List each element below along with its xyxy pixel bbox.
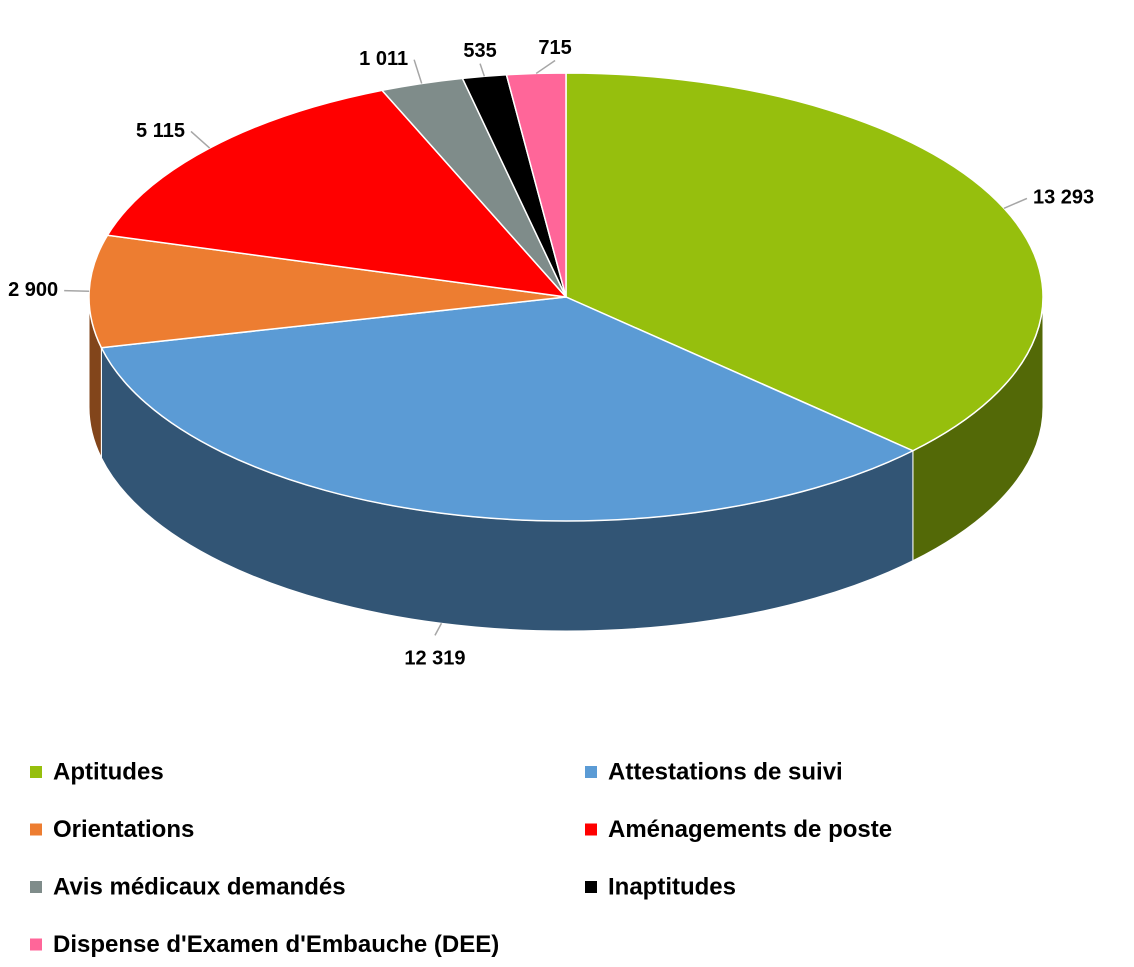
pie-slice bbox=[88, 234, 567, 349]
leader-line bbox=[479, 63, 486, 77]
leader-line bbox=[413, 59, 423, 84]
pie-slice bbox=[565, 72, 1044, 452]
data-label: 535 bbox=[463, 40, 496, 62]
legend-label: Avis médicaux demandés bbox=[53, 873, 346, 900]
legend-label: Aptitudes bbox=[53, 758, 164, 785]
data-label: 2 900 bbox=[8, 279, 58, 301]
legend-swatch bbox=[30, 766, 42, 778]
leader-line bbox=[535, 59, 556, 75]
legend-swatch bbox=[30, 823, 42, 836]
legend-swatch bbox=[585, 766, 597, 778]
legend-swatch bbox=[585, 881, 597, 893]
data-label: 13 293 bbox=[1033, 187, 1094, 209]
leader-line bbox=[64, 289, 90, 293]
legend-label: Aménagements de poste bbox=[608, 816, 892, 843]
legend-label: Inaptitudes bbox=[608, 873, 736, 900]
data-label: 5 115 bbox=[136, 120, 185, 142]
data-label: 1 011 bbox=[359, 48, 408, 70]
pie-slice bbox=[106, 89, 568, 299]
pie-slice bbox=[100, 296, 915, 522]
leader-line bbox=[1003, 197, 1028, 209]
legend-label: Orientations bbox=[53, 816, 194, 843]
data-label: 715 bbox=[538, 37, 571, 59]
leader-line bbox=[434, 622, 443, 636]
data-label: 12 319 bbox=[404, 648, 465, 670]
legend-label: Dispense d'Examen d'Embauche (DEE) bbox=[53, 931, 499, 958]
leader-line bbox=[190, 130, 211, 149]
legend-swatch bbox=[585, 823, 597, 836]
legend-swatch bbox=[30, 881, 42, 893]
legend-label: Attestations de suivi bbox=[608, 758, 843, 785]
legend-swatch bbox=[30, 938, 42, 951]
